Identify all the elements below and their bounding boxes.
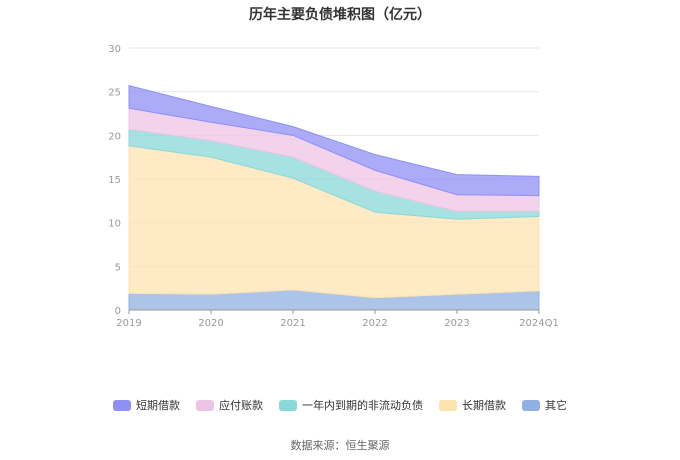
legend-label: 其它	[545, 399, 567, 412]
legend-swatch	[113, 399, 131, 411]
legend-label: 短期借款	[136, 399, 180, 412]
x-tick-label: 2020	[198, 318, 223, 329]
x-tick-label: 2022	[362, 318, 387, 329]
y-tick-label: 20	[108, 131, 121, 142]
legend-swatch	[522, 399, 540, 411]
y-tick-label: 10	[108, 219, 121, 230]
y-tick-label: 5	[115, 262, 121, 273]
y-tick-label: 0	[115, 306, 121, 317]
legend-swatch	[439, 399, 457, 411]
legend-item[interactable]: 其它	[522, 397, 567, 413]
y-tick-label: 25	[108, 88, 121, 99]
legend-label: 应付账款	[219, 399, 263, 412]
y-tick-label: 15	[108, 175, 121, 186]
legend-label: 长期借款	[462, 399, 506, 412]
legend-swatch	[196, 399, 214, 411]
legend-label: 一年内到期的非流动负债	[302, 399, 423, 412]
x-tick-label: 2023	[444, 318, 469, 329]
legend-item[interactable]: 一年内到期的非流动负债	[279, 397, 423, 413]
x-tick-label: 2024Q1	[519, 318, 559, 329]
legend-item[interactable]: 应付账款	[196, 397, 263, 413]
area-短期借款	[128, 84, 540, 197]
chart-title: 历年主要负债堆积图（亿元）	[249, 7, 431, 23]
y-tick-label: 30	[108, 44, 121, 55]
legend-swatch	[279, 399, 297, 411]
axes: 0 5 10 15 20 25 30 2019 2020 2021 2022 2023 2024Q1	[108, 44, 559, 329]
legend-item[interactable]: 长期借款	[439, 397, 506, 413]
legend-item[interactable]: 短期借款	[113, 397, 180, 413]
stacked-area-chart: 0 5 10 15 20 25 30 2019 2020 2021 2022 2023 2024Q1	[108, 44, 559, 329]
legend: 短期借款 应付账款 一年内到期的非流动负债 长期借款 其它	[0, 397, 680, 413]
area-series	[128, 84, 540, 311]
x-tick-label: 2019	[116, 318, 141, 329]
data-source: 数据来源：恒生聚源	[290, 439, 390, 452]
x-tick-label: 2021	[280, 318, 305, 329]
